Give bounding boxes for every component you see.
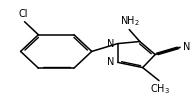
Text: CH$_3$: CH$_3$ [150,82,170,96]
Text: N: N [183,42,190,52]
Text: N: N [107,57,115,67]
Text: NH$_2$: NH$_2$ [120,14,140,28]
Text: Cl: Cl [19,9,28,19]
Text: N: N [107,39,115,49]
